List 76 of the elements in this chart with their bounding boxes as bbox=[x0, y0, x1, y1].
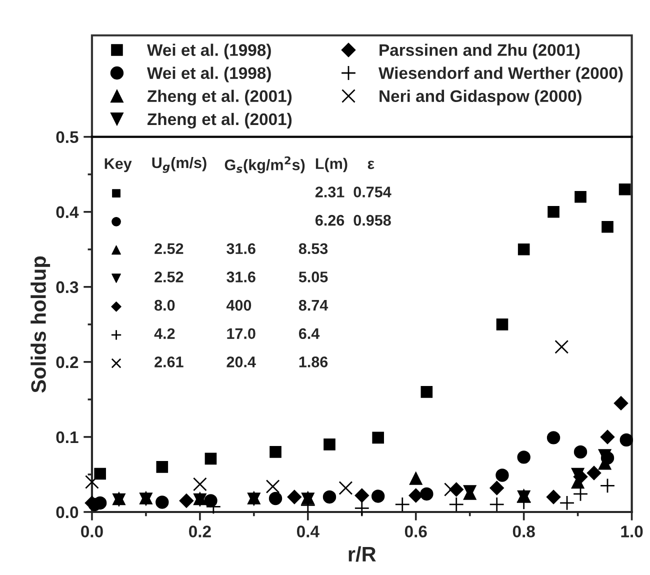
point bbox=[371, 490, 385, 503]
point bbox=[268, 492, 282, 506]
point bbox=[85, 475, 99, 489]
y-tick-label: 0.2 bbox=[56, 356, 78, 368]
legend-label: Neri and Gidaspow (2000) bbox=[380, 90, 582, 106]
point bbox=[338, 481, 353, 495]
point bbox=[602, 220, 614, 233]
annotation: 2.31 0.754 bbox=[315, 186, 392, 198]
point bbox=[496, 468, 509, 482]
point bbox=[324, 438, 336, 450]
point bbox=[496, 318, 508, 330]
annotation: 6.26 0.958 bbox=[315, 214, 391, 226]
x-tick-label: 0.8 bbox=[512, 526, 535, 538]
legend-label: Wei et al. (1998) bbox=[146, 66, 271, 82]
point bbox=[618, 183, 631, 196]
y-tick-label: 0.4 bbox=[56, 206, 79, 218]
point bbox=[574, 190, 586, 203]
annotation: G$_{s}$(kg/m$^{2}$s) bbox=[224, 156, 305, 174]
point bbox=[490, 480, 504, 496]
point bbox=[156, 496, 169, 509]
point bbox=[156, 461, 168, 473]
annotation: 2.61 20.4 1.86 bbox=[154, 356, 328, 368]
point bbox=[546, 431, 560, 444]
annotation: 2.52 31.6 5.05 bbox=[154, 272, 328, 282]
y-tick-label: 0.5 bbox=[56, 131, 78, 144]
point bbox=[287, 490, 302, 504]
point bbox=[408, 488, 424, 503]
legend-label: Wei et al. (1998) bbox=[146, 44, 271, 60]
x-tick-label: 0.4 bbox=[296, 526, 320, 538]
point bbox=[394, 496, 410, 512]
point bbox=[559, 495, 575, 511]
y-tick-label: 0.0 bbox=[56, 506, 78, 518]
point bbox=[620, 433, 633, 447]
annotation: U$_{g}$(m/s) bbox=[152, 156, 206, 173]
legend-label: Zheng et al. (2001) bbox=[147, 112, 292, 129]
point bbox=[517, 450, 530, 464]
annotation: 8.0 400 8.74 bbox=[154, 300, 328, 311]
point bbox=[322, 490, 336, 504]
point bbox=[179, 494, 194, 508]
point bbox=[548, 206, 560, 218]
annotation: 4.2 17.0 6.4 bbox=[154, 328, 320, 340]
point bbox=[574, 445, 588, 459]
point bbox=[409, 472, 422, 485]
point bbox=[354, 488, 370, 503]
y-tick-label: 0.1 bbox=[56, 431, 78, 444]
point bbox=[420, 487, 434, 501]
legend-label: Zheng et al. (2001) bbox=[147, 90, 292, 106]
point bbox=[489, 496, 504, 512]
point bbox=[554, 340, 569, 354]
legend-label: Wiesendorf and Werther (2000) bbox=[378, 66, 623, 82]
x-tick-label: 1.0 bbox=[621, 526, 643, 538]
point bbox=[600, 478, 616, 494]
point bbox=[354, 500, 370, 516]
legend-label: Parssinen and Zhu (2001) bbox=[380, 44, 580, 60]
point bbox=[204, 452, 217, 465]
point bbox=[546, 490, 561, 504]
annotation: Key bbox=[104, 158, 132, 172]
point bbox=[372, 432, 384, 444]
x-tick-label: 0.2 bbox=[189, 526, 211, 538]
point bbox=[518, 243, 530, 256]
point bbox=[420, 386, 433, 398]
x-tick-label: 0.0 bbox=[81, 526, 103, 538]
point bbox=[600, 430, 615, 444]
point bbox=[270, 446, 282, 458]
x-tick-label: 0.6 bbox=[404, 526, 427, 538]
point bbox=[586, 466, 602, 480]
y-axis-title: Solids holdup bbox=[30, 256, 50, 393]
annotation: L(m) bbox=[316, 158, 348, 172]
point bbox=[94, 468, 106, 480]
annotation: ε bbox=[368, 160, 374, 170]
x-axis-title: r/R bbox=[348, 546, 376, 562]
point bbox=[614, 396, 628, 410]
point bbox=[266, 480, 280, 494]
point bbox=[192, 477, 207, 492]
annotation: 2.52 31.6 8.53 bbox=[154, 243, 328, 254]
y-tick-label: 0.3 bbox=[56, 281, 78, 294]
